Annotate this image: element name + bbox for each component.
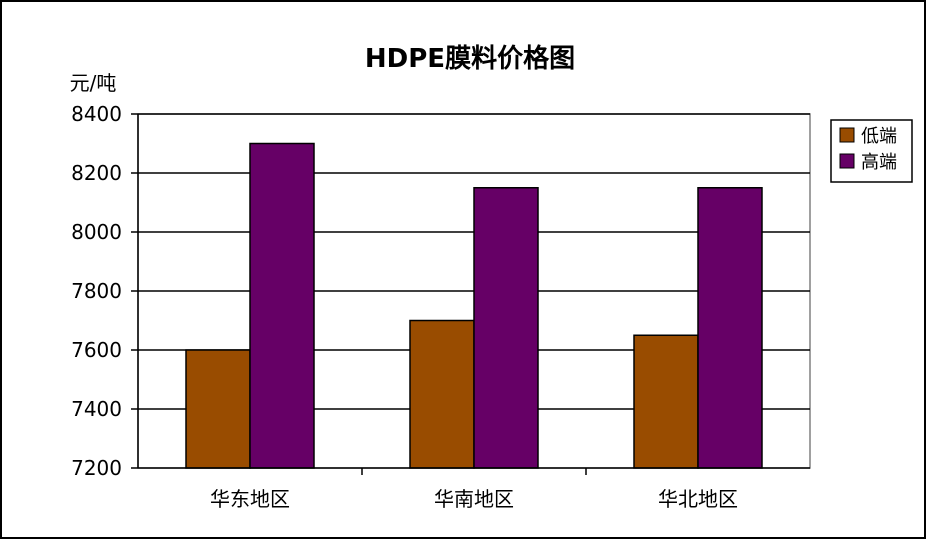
legend-swatch <box>839 127 855 143</box>
chart-title: HDPE膜料价格图 <box>365 43 575 74</box>
x-category-label: 华北地区 <box>658 487 738 511</box>
y-tick-label: 7400 <box>71 397 122 421</box>
x-category-labels: 华东地区 华南地区 华北地区 <box>210 487 738 511</box>
y-tick-label: 8200 <box>71 161 122 185</box>
legend-label: 低端 <box>861 126 897 147</box>
bar-high-3 <box>697 187 763 469</box>
bar-low-2 <box>409 319 475 469</box>
axes <box>131 113 810 475</box>
bar-low-1 <box>185 349 251 469</box>
legend-swatch <box>839 153 855 169</box>
y-tick-label: 8000 <box>71 220 122 244</box>
x-category-label: 华南地区 <box>434 487 514 511</box>
y-tick-label: 8400 <box>71 102 122 126</box>
y-tick-label: 7200 <box>71 456 122 480</box>
bar-low-3 <box>633 334 699 469</box>
bar-high-2 <box>473 187 539 469</box>
legend-label: 高端 <box>861 152 897 173</box>
bars <box>185 142 763 469</box>
y-tick-labels: 7200 7400 7600 7800 8000 8200 8400 <box>71 102 122 480</box>
y-tick-label: 7600 <box>71 338 122 362</box>
x-category-label: 华东地区 <box>210 487 290 511</box>
bar-high-1 <box>249 142 315 469</box>
y-axis-label: 元/吨 <box>70 71 117 95</box>
y-tick-label: 7800 <box>71 279 122 303</box>
